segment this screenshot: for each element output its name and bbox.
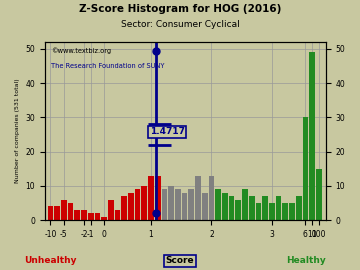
- Bar: [242, 189, 248, 220]
- Bar: [276, 196, 282, 220]
- Bar: [81, 210, 87, 220]
- Bar: [182, 193, 188, 220]
- Bar: [101, 217, 107, 220]
- Bar: [215, 189, 221, 220]
- Bar: [175, 189, 181, 220]
- Bar: [302, 117, 308, 220]
- Bar: [202, 193, 208, 220]
- Text: Unhealthy: Unhealthy: [24, 256, 77, 265]
- Bar: [235, 200, 241, 220]
- Bar: [121, 196, 127, 220]
- Bar: [229, 196, 234, 220]
- Bar: [289, 203, 295, 220]
- Bar: [195, 176, 201, 220]
- Bar: [61, 200, 67, 220]
- Bar: [282, 203, 288, 220]
- Bar: [189, 189, 194, 220]
- Bar: [155, 176, 161, 220]
- Text: The Research Foundation of SUNY: The Research Foundation of SUNY: [51, 63, 164, 69]
- Bar: [48, 206, 53, 220]
- Bar: [114, 210, 120, 220]
- Bar: [269, 203, 275, 220]
- Bar: [309, 52, 315, 220]
- Bar: [262, 196, 268, 220]
- Bar: [108, 200, 114, 220]
- Bar: [316, 169, 322, 220]
- Bar: [208, 176, 214, 220]
- Bar: [141, 186, 147, 220]
- Text: Sector: Consumer Cyclical: Sector: Consumer Cyclical: [121, 20, 239, 29]
- Bar: [135, 189, 140, 220]
- Bar: [168, 186, 174, 220]
- Text: Healthy: Healthy: [286, 256, 326, 265]
- Bar: [75, 210, 80, 220]
- Text: 1.4717: 1.4717: [150, 127, 185, 136]
- Bar: [222, 193, 228, 220]
- Text: ©www.textbiz.org: ©www.textbiz.org: [51, 47, 111, 54]
- Text: Score: Score: [166, 256, 194, 265]
- Text: Z-Score Histogram for HOG (2016): Z-Score Histogram for HOG (2016): [79, 4, 281, 14]
- Y-axis label: Number of companies (531 total): Number of companies (531 total): [15, 79, 20, 183]
- Bar: [95, 213, 100, 220]
- Bar: [148, 176, 154, 220]
- Bar: [256, 203, 261, 220]
- Bar: [54, 206, 60, 220]
- Bar: [296, 196, 302, 220]
- Bar: [128, 193, 134, 220]
- Bar: [162, 189, 167, 220]
- Bar: [68, 203, 73, 220]
- Bar: [88, 213, 94, 220]
- Bar: [249, 196, 255, 220]
